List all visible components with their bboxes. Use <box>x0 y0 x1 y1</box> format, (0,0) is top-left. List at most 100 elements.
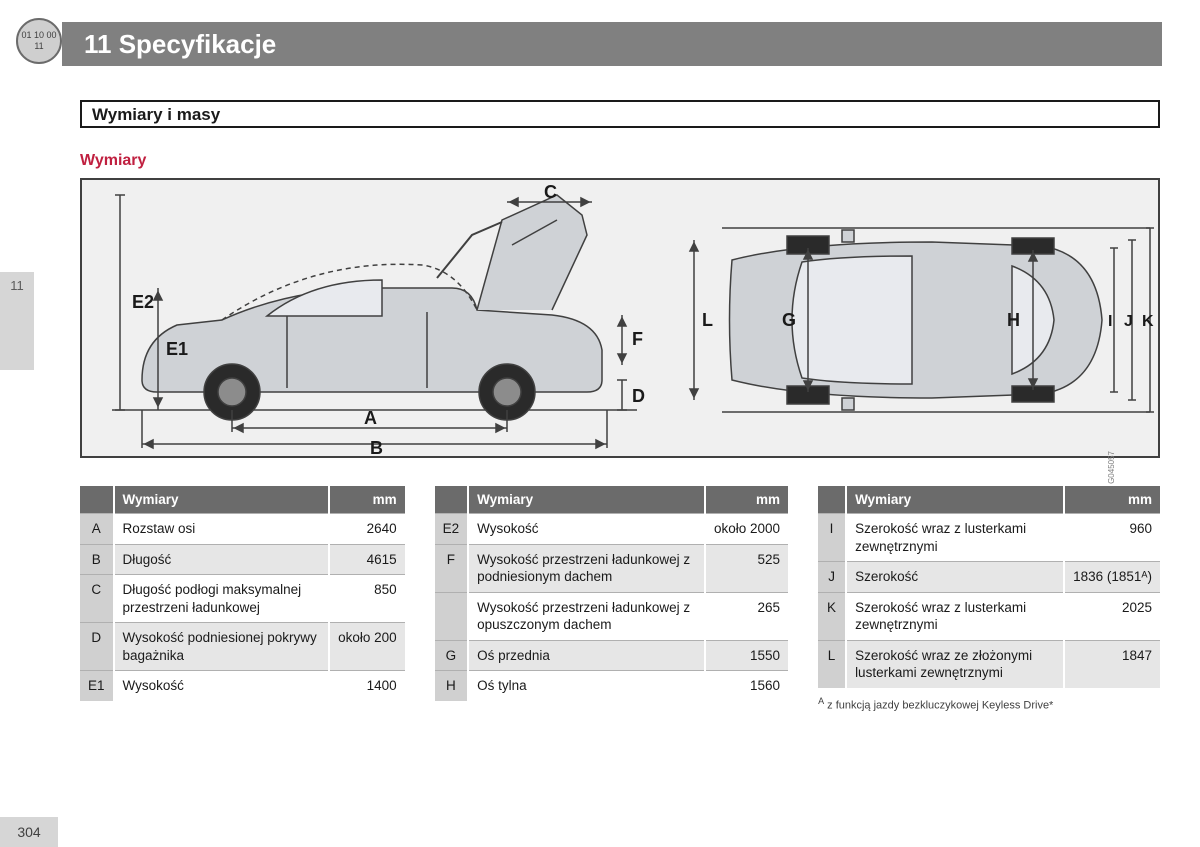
cell-dim: Wysokość przestrzeni ładunkowej z opuszc… <box>468 592 705 640</box>
cell-key: I <box>818 514 846 562</box>
cell-dim: Wysokość podniesionej pokrywy bagażnika <box>114 623 330 671</box>
cell-dim: Oś przednia <box>468 640 705 671</box>
cell-dim: Szerokość wraz z lusterkami zewnętrznymi <box>846 514 1064 562</box>
cell-val: 265 <box>705 592 788 640</box>
cell-key: J <box>818 562 846 593</box>
th-dim: Wymiary <box>468 486 705 514</box>
chapter-header: 11 Specyfikacje <box>62 22 1162 66</box>
cell-val: 1847 <box>1064 640 1160 688</box>
cell-val: 1550 <box>705 640 788 671</box>
label-K: K <box>1142 313 1154 330</box>
footnote-text: z funkcją jazdy bezkluczykowej Keyless D… <box>827 699 1053 711</box>
th-mm: mm <box>705 486 788 514</box>
cell-val: 960 <box>1064 514 1160 562</box>
label-D: D <box>632 386 645 406</box>
cell-dim: Wysokość <box>114 671 330 701</box>
label-J: J <box>1124 313 1133 330</box>
label-A: A <box>364 408 377 428</box>
cell-key: K <box>818 592 846 640</box>
label-E1: E1 <box>166 339 188 359</box>
table-row: GOś przednia1550 <box>435 640 788 671</box>
table-row: ARozstaw osi2640 <box>80 514 405 545</box>
sub-title: Wymiary <box>80 152 146 170</box>
cell-key <box>435 592 469 640</box>
th-dim: Wymiary <box>114 486 330 514</box>
label-I: I <box>1108 313 1112 330</box>
table-row: HOś tylna1560 <box>435 671 788 701</box>
cell-val: 1400 <box>329 671 405 701</box>
table-row: E2Wysokośćokoło 2000 <box>435 514 788 545</box>
dimension-svg: E2 E1 C F D A B L G H I J K <box>82 180 1158 456</box>
label-F: F <box>632 329 643 349</box>
table-row: KSzerokość wraz z lusterkami zewnętrznym… <box>818 592 1160 640</box>
cell-key: G <box>435 640 469 671</box>
table-row: FWysokość przestrzeni ładunkowej z podni… <box>435 544 788 592</box>
cell-key: E1 <box>80 671 114 701</box>
cell-dim: Szerokość wraz z lusterkami zewnętrznymi <box>846 592 1064 640</box>
tables-row: Wymiary mm ARozstaw osi2640BDługość4615C… <box>80 486 1160 711</box>
cell-val: 525 <box>705 544 788 592</box>
cell-val: 2640 <box>329 514 405 545</box>
table-row: Wysokość przestrzeni ładunkowej z opuszc… <box>435 592 788 640</box>
cell-key: D <box>80 623 114 671</box>
spec-table-2: Wymiary mm E2Wysokośćokoło 2000FWysokość… <box>435 486 788 701</box>
section-title: Wymiary i masy <box>80 100 1160 128</box>
tbody-1: ARozstaw osi2640BDługość4615CDługość pod… <box>80 514 405 701</box>
cell-dim: Długość podłogi maksymalnej przestrzeni … <box>114 575 330 623</box>
table-row: CDługość podłogi maksymalnej przestrzeni… <box>80 575 405 623</box>
table-row: LSzerokość wraz ze złożonymi lusterkami … <box>818 640 1160 688</box>
table-row: E1Wysokość1400 <box>80 671 405 701</box>
cell-dim: Długość <box>114 544 330 575</box>
th-key <box>818 486 846 514</box>
th-dim: Wymiary <box>846 486 1064 514</box>
cell-key: H <box>435 671 469 701</box>
label-G: G <box>782 310 796 330</box>
cell-key: C <box>80 575 114 623</box>
spec-table-3: Wymiary mm ISzerokość wraz z lusterkami … <box>818 486 1160 688</box>
th-key <box>435 486 469 514</box>
cell-dim: Wysokość przestrzeni ładunkowej z podnie… <box>468 544 705 592</box>
tbody-2: E2Wysokośćokoło 2000FWysokość przestrzen… <box>435 514 788 701</box>
cell-val: 2025 <box>1064 592 1160 640</box>
label-C: C <box>544 182 557 202</box>
table-col-3: Wymiary mm ISzerokość wraz z lusterkami … <box>818 486 1160 711</box>
table-col-1: Wymiary mm ARozstaw osi2640BDługość4615C… <box>80 486 405 711</box>
table-row: JSzerokość1836 (1851ᴬ) <box>818 562 1160 593</box>
spec-table-1: Wymiary mm ARozstaw osi2640BDługość4615C… <box>80 486 405 701</box>
chapter-icon: 01 10 00 11 <box>16 18 62 64</box>
footnote: A z funkcją jazdy bezkluczykowej Keyless… <box>818 688 1160 712</box>
th-mm: mm <box>329 486 405 514</box>
cell-key: B <box>80 544 114 575</box>
cell-dim: Oś tylna <box>468 671 705 701</box>
cell-key: E2 <box>435 514 469 545</box>
cell-val: około 200 <box>329 623 405 671</box>
diagram-code: G045057 <box>1107 451 1116 484</box>
footnote-mark: A <box>818 696 824 706</box>
cell-key: F <box>435 544 469 592</box>
table-row: BDługość4615 <box>80 544 405 575</box>
cell-val: 1836 (1851ᴬ) <box>1064 562 1160 593</box>
cell-key: A <box>80 514 114 545</box>
side-tab: 11 <box>0 272 34 370</box>
label-L: L <box>702 310 713 330</box>
dimension-diagram: E2 E1 C F D A B L G H I J K <box>80 178 1160 458</box>
cell-val: około 2000 <box>705 514 788 545</box>
label-H: H <box>1007 310 1020 330</box>
page-number: 304 <box>0 817 58 847</box>
label-E2: E2 <box>132 292 154 312</box>
cell-val: 850 <box>329 575 405 623</box>
table-row: DWysokość podniesionej pokrywy bagażnika… <box>80 623 405 671</box>
tbody-3: ISzerokość wraz z lusterkami zewnętrznym… <box>818 514 1160 688</box>
cell-dim: Wysokość <box>468 514 705 545</box>
table-col-2: Wymiary mm E2Wysokośćokoło 2000FWysokość… <box>435 486 788 711</box>
cell-dim: Szerokość wraz ze złożonymi lusterkami z… <box>846 640 1064 688</box>
cell-val: 4615 <box>329 544 405 575</box>
cell-dim: Rozstaw osi <box>114 514 330 545</box>
label-B: B <box>370 438 383 456</box>
th-key <box>80 486 114 514</box>
cell-val: 1560 <box>705 671 788 701</box>
th-mm: mm <box>1064 486 1160 514</box>
table-row: ISzerokość wraz z lusterkami zewnętrznym… <box>818 514 1160 562</box>
cell-key: L <box>818 640 846 688</box>
cell-dim: Szerokość <box>846 562 1064 593</box>
